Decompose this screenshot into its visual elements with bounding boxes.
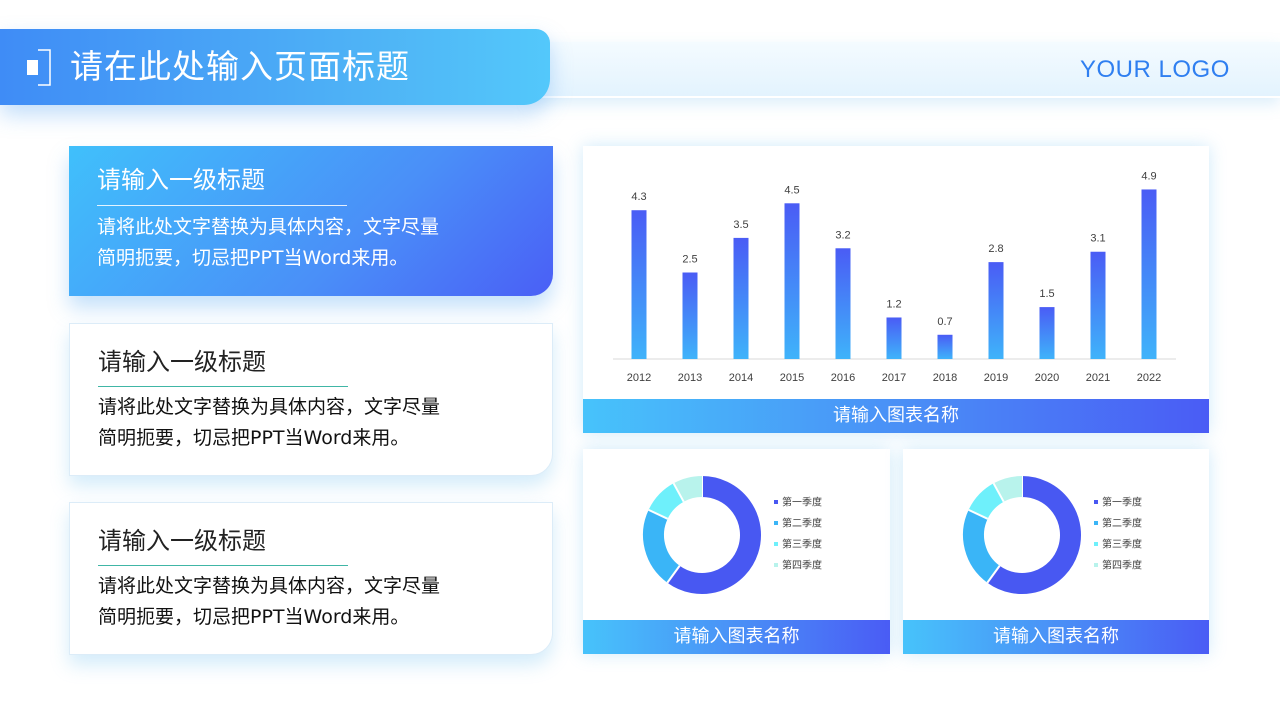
x-tick-label: 2021 (1086, 372, 1110, 384)
logo: YOUR LOGO (1080, 56, 1230, 83)
slice-separator (992, 482, 1005, 503)
data-label: 3.5 (733, 219, 748, 231)
slice-separator (986, 565, 1001, 584)
donut-slice (968, 483, 1005, 520)
slice-separator (968, 508, 989, 520)
legend-swatch (1094, 521, 1098, 525)
card-body-line: 请将此处文字替换为具体内容，文字尽量 (98, 396, 441, 418)
x-tick-label: 2017 (882, 372, 906, 384)
x-tick-label: 2012 (627, 372, 651, 384)
bar (1039, 307, 1055, 359)
bar (1141, 189, 1157, 359)
x-tick-label: 2014 (729, 372, 753, 384)
legend-label: 第二季度 (782, 517, 822, 530)
bar-chart-panel: 4.3 2012 2.5 2013 3.5 2014 4.5 2015 3.2 2016 1.2 20… (583, 146, 1209, 433)
slice-separator (648, 508, 669, 520)
data-label: 4.3 (631, 191, 646, 203)
bar (682, 272, 698, 359)
bar (733, 237, 749, 359)
donut-slice (963, 509, 1001, 583)
donut-slice (648, 483, 685, 520)
bar (835, 248, 851, 359)
slice-separator (672, 482, 685, 503)
legend-label: 第二季度 (1102, 517, 1142, 530)
donut-slice (643, 509, 681, 583)
card-divider (98, 565, 348, 566)
card-body: 请将此处文字替换为具体内容，文字尽量 简明扼要，切忌把PPT当Word来用。 (98, 571, 518, 633)
x-tick-label: 2019 (984, 372, 1008, 384)
card-divider (98, 386, 348, 387)
title-bracket-icon (27, 49, 51, 86)
x-tick-label: 2018 (933, 372, 957, 384)
x-tick-label: 2015 (780, 372, 804, 384)
bar-chart: 4.3 2012 2.5 2013 3.5 2014 4.5 2015 3.2 2016 1.2 20… (613, 170, 1176, 384)
x-tick-label: 2016 (831, 372, 855, 384)
donut-chart-panel-1: 第一季度第二季度第三季度第四季度 请输入图表名称 (583, 449, 890, 654)
bar (988, 262, 1004, 359)
card-body-line: 简明扼要，切忌把PPT当Word来用。 (98, 606, 410, 628)
donut-slice (987, 476, 1081, 594)
bar (1090, 251, 1106, 359)
data-label: 3.1 (1090, 233, 1105, 245)
legend-swatch (1094, 542, 1098, 546)
legend-label: 第一季度 (782, 496, 822, 509)
card-body: 请将此处文字替换为具体内容，文字尽量 简明扼要，切忌把PPT当Word来用。 (97, 212, 517, 274)
donut-slice (667, 476, 761, 594)
donut-chart-panel-2: 第一季度第二季度第三季度第四季度 请输入图表名称 (903, 449, 1209, 654)
chart-caption: 请输入图表名称 (903, 620, 1209, 654)
legend-swatch (774, 563, 778, 567)
x-tick-label: 2022 (1137, 372, 1161, 384)
data-label: 4.5 (784, 184, 799, 196)
x-tick-label: 2020 (1035, 372, 1059, 384)
card-body: 请将此处文字替换为具体内容，文字尽量 简明扼要，切忌把PPT当Word来用。 (98, 392, 518, 454)
data-label: 1.5 (1039, 288, 1054, 300)
content-card-1: 请输入一级标题 请将此处文字替换为具体内容，文字尽量 简明扼要，切忌把PPT当W… (69, 146, 553, 296)
data-label: 2.8 (988, 243, 1003, 255)
legend-label: 第四季度 (1102, 559, 1142, 572)
bar (631, 210, 647, 359)
x-tick-label: 2013 (678, 372, 702, 384)
header-band (530, 42, 1280, 98)
donut-slice (673, 476, 703, 502)
card-title: 请输入一级标题 (98, 348, 266, 376)
data-label: 4.9 (1141, 170, 1156, 182)
data-label: 1.2 (886, 298, 901, 310)
bar (937, 334, 953, 359)
chart-caption: 请输入图表名称 (583, 399, 1209, 433)
legend-label: 第四季度 (782, 559, 822, 572)
card-title: 请输入一级标题 (98, 527, 266, 555)
title-bar (0, 29, 550, 105)
data-label: 2.5 (682, 254, 697, 266)
card-title: 请输入一级标题 (97, 166, 265, 194)
legend-swatch (774, 542, 778, 546)
page-title: 请在此处输入页面标题 (70, 47, 410, 86)
card-body-line: 简明扼要，切忌把PPT当Word来用。 (98, 427, 410, 449)
card-body-line: 简明扼要，切忌把PPT当Word来用。 (97, 247, 409, 269)
legend-swatch (1094, 500, 1098, 504)
legend-swatch (1094, 563, 1098, 567)
legend-label: 第三季度 (1102, 538, 1142, 551)
bar (784, 203, 800, 359)
content-card-2: 请输入一级标题 请将此处文字替换为具体内容，文字尽量 简明扼要，切忌把PPT当W… (69, 323, 553, 476)
card-body-line: 请将此处文字替换为具体内容，文字尽量 (97, 216, 440, 238)
slice-separator (666, 565, 681, 584)
legend-swatch (774, 500, 778, 504)
card-body-line: 请将此处文字替换为具体内容，文字尽量 (98, 575, 441, 597)
legend-swatch (774, 521, 778, 525)
data-label: 3.2 (835, 229, 850, 241)
donut-slice (993, 476, 1023, 502)
chart-caption: 请输入图表名称 (583, 620, 890, 654)
legend-label: 第三季度 (782, 538, 822, 551)
data-label: 0.7 (937, 316, 952, 328)
bar (886, 317, 902, 359)
card-divider (97, 205, 347, 206)
legend-label: 第一季度 (1102, 496, 1142, 509)
content-card-3: 请输入一级标题 请将此处文字替换为具体内容，文字尽量 简明扼要，切忌把PPT当W… (69, 502, 553, 655)
